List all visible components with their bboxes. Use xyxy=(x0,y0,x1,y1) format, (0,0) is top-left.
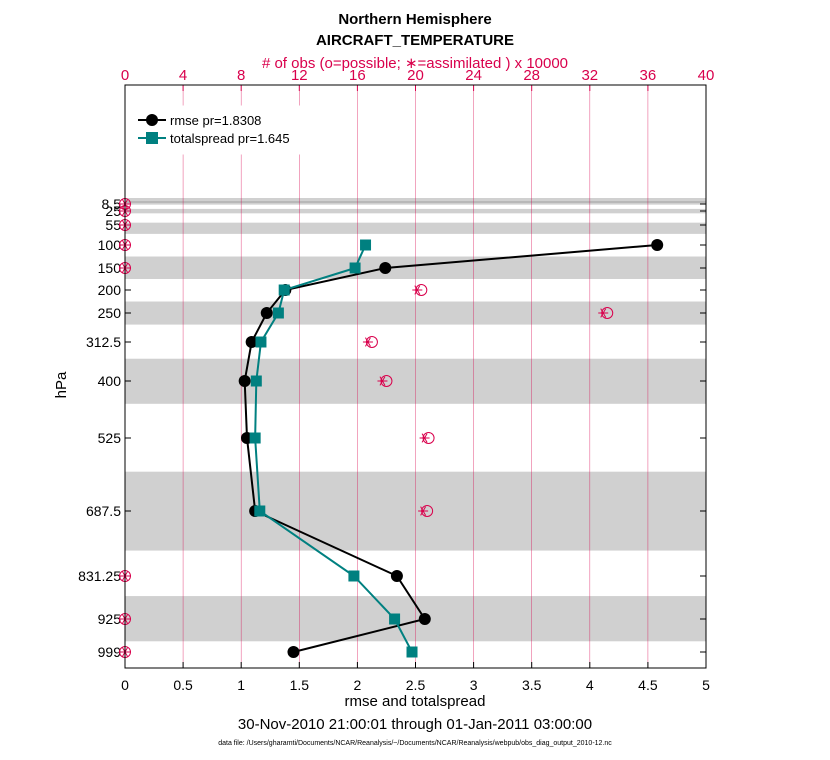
x-tick-label-3.5: 3.5 xyxy=(522,677,542,693)
series-1-point-6 xyxy=(249,432,261,444)
top-tick-label-28: 28 xyxy=(523,67,540,84)
top-tick-label-40: 40 xyxy=(698,67,715,84)
series-0-point-3 xyxy=(260,307,273,319)
y-tick-label-2: 55 xyxy=(105,217,121,233)
x-tick-label-0: 0 xyxy=(121,677,129,693)
y-tick-label-7: 312.5 xyxy=(86,334,121,350)
y-tick-label-4: 150 xyxy=(98,260,122,276)
y-tick-label-13: 999 xyxy=(98,644,122,660)
series-1-point-2 xyxy=(278,284,290,296)
obs-assimilated-7-2 xyxy=(364,337,371,347)
obs-assimilated-9-2 xyxy=(421,433,428,443)
top-tick-label-12: 12 xyxy=(291,67,308,84)
chart-title: Northern Hemisphere xyxy=(338,11,491,28)
series-0-point-0 xyxy=(651,239,664,251)
top-tick-label-24: 24 xyxy=(465,67,482,84)
obs-assimilated-10-2 xyxy=(420,506,427,516)
x-tick-label-3: 3 xyxy=(470,677,478,693)
top-tick-label-36: 36 xyxy=(640,67,657,84)
y-tick-label-0: 8.5 xyxy=(102,196,122,212)
series-1-point-0 xyxy=(360,239,372,251)
x-tick-label-2.5: 2.5 xyxy=(406,677,426,693)
series-0-point-5 xyxy=(238,375,251,387)
series-0-point-9 xyxy=(418,613,431,625)
legend: rmse pr=1.8308 totalspread pr=1.645 xyxy=(132,105,314,155)
x-tick-label-1: 1 xyxy=(237,677,245,693)
obs-assimilated-6-2 xyxy=(600,308,607,318)
y-tick-label-12: 925 xyxy=(98,611,122,627)
x-tick-label-4.5: 4.5 xyxy=(638,677,658,693)
y-tick-label-6: 250 xyxy=(98,305,122,321)
y-tick-label-8: 400 xyxy=(98,373,122,389)
legend-rmse-marker xyxy=(146,114,158,126)
top-tick-label-32: 32 xyxy=(581,67,598,84)
top-tick-label-20: 20 xyxy=(407,67,424,84)
top-axis-label: # of obs (o=possible; ∗=assimilated ) x … xyxy=(262,55,568,72)
x-tick-label-0.5: 0.5 xyxy=(173,677,193,693)
series-1-point-5 xyxy=(250,375,262,387)
y-tick-label-3: 100 xyxy=(98,237,122,253)
y-tick-label-10: 687.5 xyxy=(86,503,121,519)
x-axis-ticks: 0 0.5 1 1.5 2 2.5 3 3.5 4 4.5 5 xyxy=(121,662,710,693)
chart-subtitle: AIRCRAFT_TEMPERATURE xyxy=(316,32,514,49)
legend-spread-label: totalspread pr=1.645 xyxy=(170,131,290,146)
x-tick-label-4: 4 xyxy=(586,677,594,693)
top-tick-label-8: 8 xyxy=(237,67,245,84)
series-1-point-7 xyxy=(254,505,266,517)
legend-spread-marker xyxy=(146,132,158,144)
series-1-point-10 xyxy=(406,646,418,658)
y-tick-label-11: 831.25 xyxy=(78,568,121,584)
top-tick-label-16: 16 xyxy=(349,67,366,84)
y-tick-label-5: 200 xyxy=(98,282,122,298)
series-layer xyxy=(238,239,664,658)
obs-assimilated-5-2 xyxy=(414,285,421,295)
series-0-point-4 xyxy=(245,336,258,348)
top-tick-label-0: 0 xyxy=(121,67,129,84)
series-0-point-1 xyxy=(379,262,392,274)
series-1-point-1 xyxy=(349,262,361,274)
y-tick-label-9: 525 xyxy=(98,430,122,446)
date-range: 30-Nov-2010 21:00:01 through 01-Jan-2011… xyxy=(238,716,592,733)
x-tick-label-1.5: 1.5 xyxy=(290,677,310,693)
x-axis-label: rmse and totalspread xyxy=(345,693,486,710)
legend-box xyxy=(132,105,314,155)
y-tick-label-1: 25 xyxy=(105,203,121,219)
series-0-point-8 xyxy=(390,570,403,582)
x-tick-label-5: 5 xyxy=(702,677,710,693)
series-0-point-10 xyxy=(287,646,300,658)
y-axis-label: hPa xyxy=(53,371,70,398)
top-tick-label-4: 4 xyxy=(179,67,187,84)
series-1-point-9 xyxy=(389,613,401,625)
plot-frame xyxy=(124,84,707,669)
obs-assimilated-8-2 xyxy=(379,376,386,386)
x-tick-label-2: 2 xyxy=(354,677,362,693)
top-axis-ticks: 0 4 8 12 16 20 24 28 32 36 40 xyxy=(121,67,715,91)
legend-rmse-label: rmse pr=1.8308 xyxy=(170,113,261,128)
footnote: data file: /Users/gharamti/Documents/NCA… xyxy=(218,740,612,747)
series-1-point-3 xyxy=(272,307,284,319)
series-1-point-8 xyxy=(348,570,360,582)
series-1-point-4 xyxy=(255,336,267,348)
